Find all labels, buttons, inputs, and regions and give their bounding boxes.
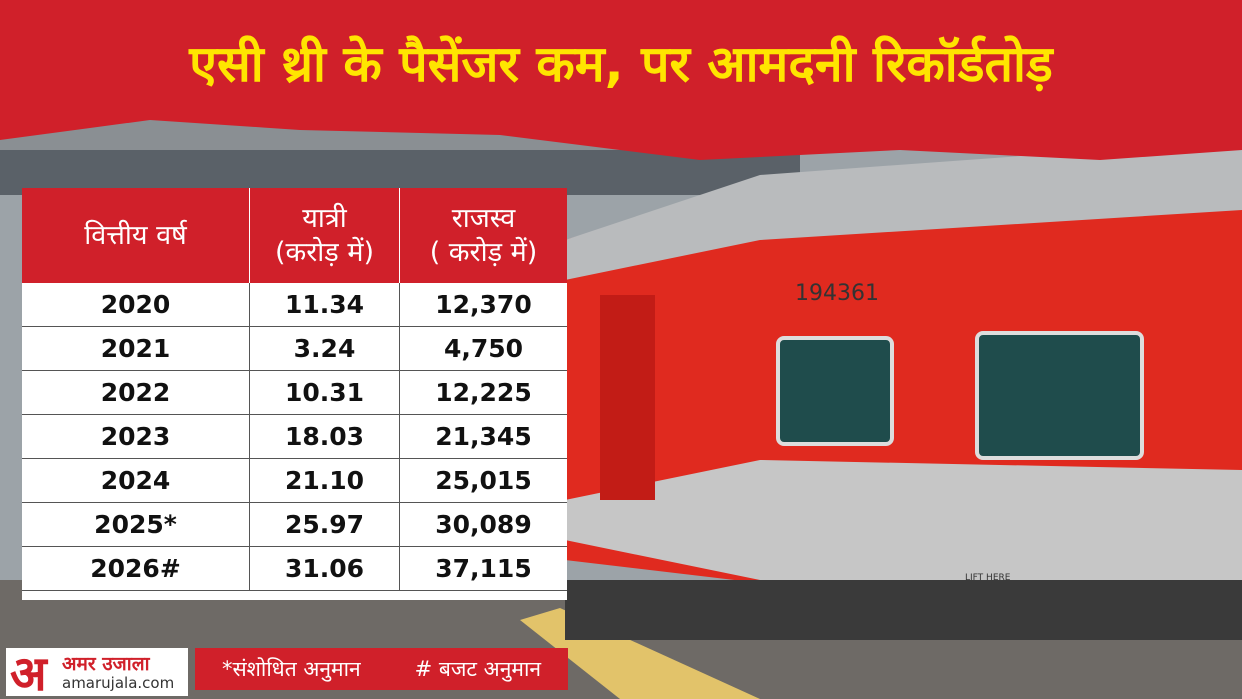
table-cell: 18.03 [250,415,400,458]
title: एसी थ्री के पैसेंजर कम, पर आमदनी रिकॉर्ड… [189,35,1053,93]
table-cell: 30,089 [435,510,532,539]
header-text: वित्तीय वर्ष [84,219,187,251]
table-cell: 37,115 [435,554,532,583]
table-cell: 11.34 [250,283,400,326]
table-cell: 21.10 [250,459,400,502]
header-row: वित्तीय वर्ष यात्री (करोड़ में) राजस्व( करो… [22,188,567,283]
table-cell: 10.31 [250,371,400,414]
table-row: 2020 11.34 12,370 [22,283,567,327]
table-row: 2021 3.24 4,750 [22,327,567,371]
header-cell: यात्री (करोड़ में) [250,188,400,283]
table-row: 2023 18.03 21,345 [22,415,567,459]
table-row: 2026# 31.06 37,115 [22,547,567,591]
header-cell: वित्तीय वर्ष [22,188,250,283]
logo: अ अमर उजाला amarujala.com [6,646,188,699]
logo-mark: अ [10,646,47,699]
logo-site: amarujala.com [62,674,175,692]
data-table: वित्तीय वर्ष यात्री (करोड़ में) राजस्व( करो… [22,188,567,600]
table-cell: 2024 [22,459,250,502]
table-cell: 2025* [22,503,250,546]
table-cell: 25.97 [250,503,400,546]
train-marking: LIFT HERE [965,573,1011,583]
table-cell: 2022 [22,371,250,414]
table-cell: 12,370 [435,290,532,319]
table-cell: 3.24 [250,327,400,370]
table-cell: 2020 [22,283,250,326]
table-cell: 4,750 [443,334,524,363]
header-text: यात्री [302,202,347,234]
table-row: 2022 10.31 12,225 [22,371,567,415]
footnote: *संशोधित अनुमान [221,657,361,681]
table-cell: 21,345 [435,422,532,451]
header-cell: राजस्व( करोड़ में) [400,188,567,283]
table-cell: 25,015 [435,466,532,495]
logo-name: अमर उजाला [62,653,150,675]
header-text: (करोड़ में) [274,236,374,268]
table-cell: 31.06 [250,547,400,590]
footnote: # बजट अनुमान [414,657,542,681]
table-cell: 2023 [22,415,250,458]
header-text: राजस्व [451,202,516,234]
footnotes: *संशोधित अनुमान # बजट अनुमान [195,648,568,690]
table-cell: 12,225 [435,378,532,407]
table-cell: 2021 [22,327,250,370]
header-text: ( करोड़ में) [429,236,538,268]
table-row: 2025* 25.97 30,089 [22,503,567,547]
train-number: 194361 [795,281,879,306]
table-row: 2024 21.10 25,015 [22,459,567,503]
table-cell: 2026# [22,547,250,590]
